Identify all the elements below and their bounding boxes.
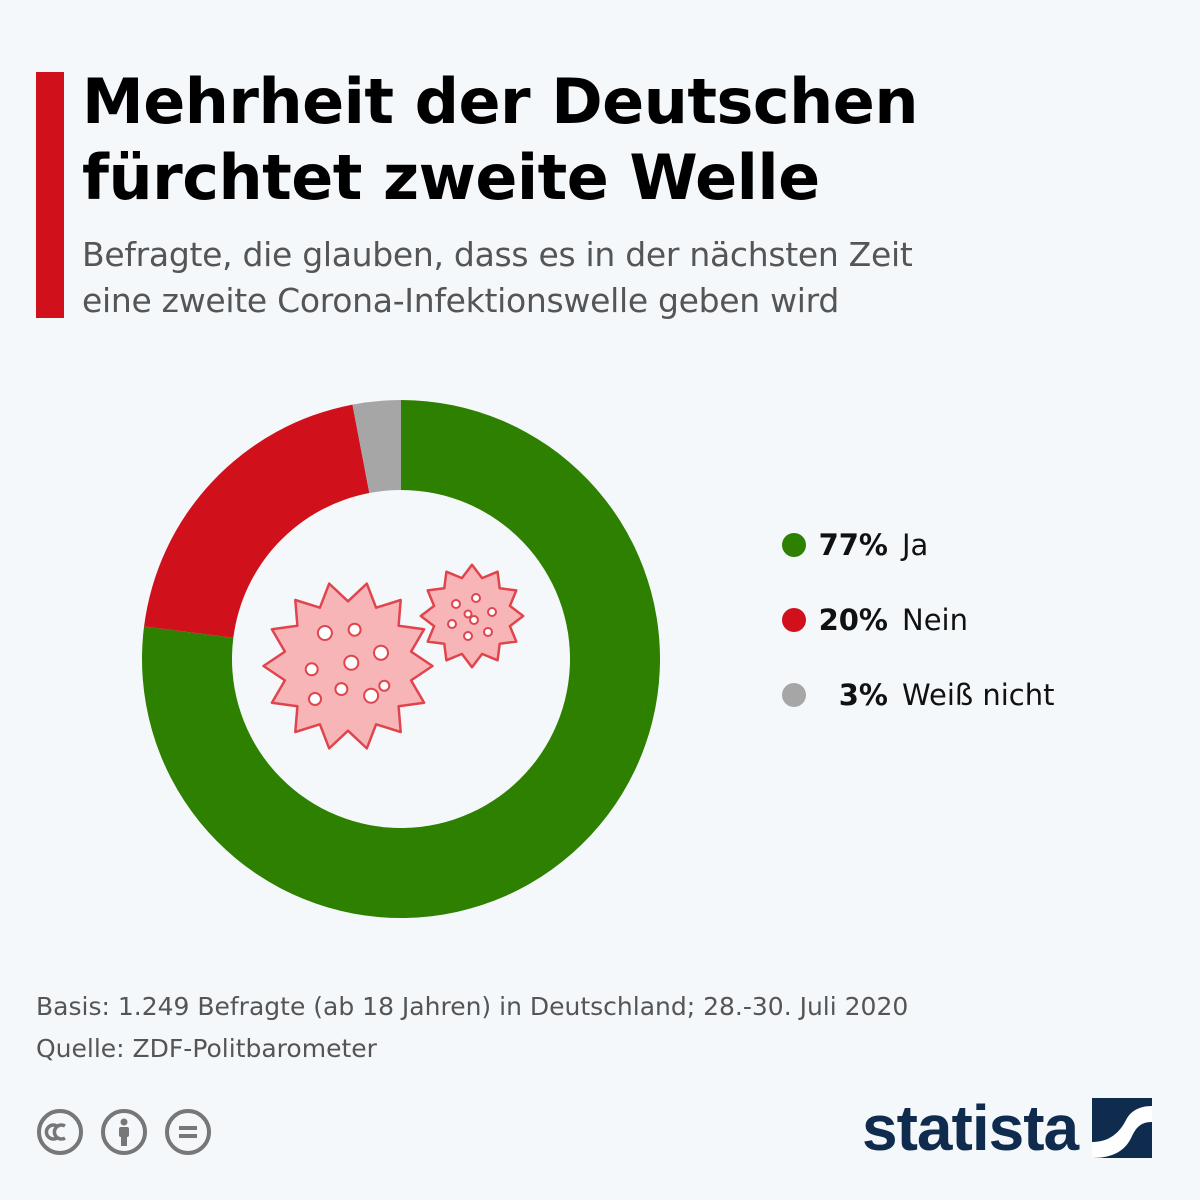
cc-icon[interactable] [36, 1108, 84, 1156]
subtitle-line-2: eine zweite Corona-Infektionswelle geben… [82, 281, 840, 320]
chart-subtitle: Befragte, die glauben, dass es in der nä… [82, 232, 913, 324]
donut-chart [142, 400, 661, 918]
virus-icon [262, 563, 525, 750]
legend-value-ja: 77% [818, 528, 888, 562]
legend-value-weiss-nicht: 3% [838, 678, 888, 712]
virus-large-icon [262, 582, 434, 750]
accent-bar [36, 72, 64, 318]
legend-item-ja: 77% Ja [782, 520, 1055, 570]
donut-slice-nein [144, 404, 370, 638]
chart-title: Mehrheit der Deutschen fürchtet zweite W… [82, 64, 919, 216]
donut-slice-ja [142, 400, 661, 918]
footer-notes: Basis: 1.249 Befragte (ab 18 Jahren) in … [36, 986, 908, 1070]
subtitle-line-1: Befragte, die glauben, dass es in der nä… [82, 235, 913, 274]
no-derivatives-icon[interactable] [164, 1108, 212, 1156]
legend-dot-ja [782, 533, 806, 557]
title-line-2: fürchtet zweite Welle [82, 141, 820, 214]
statista-logo-icon [1092, 1098, 1153, 1158]
virus-small-icon [419, 563, 525, 669]
brand-wordmark: statista [862, 1092, 1079, 1164]
legend-label-ja: Ja [902, 528, 929, 562]
donut-slice-weiss-nicht [352, 400, 401, 493]
attribution-icon[interactable] [100, 1108, 148, 1156]
source-note: Quelle: ZDF-Politbarometer [36, 1034, 377, 1063]
statista-logo[interactable]: statista [862, 1092, 1153, 1164]
legend-item-nein: 20% Nein [782, 595, 1055, 645]
legend-label-weiss-nicht: Weiß nicht [902, 678, 1055, 712]
legend-item-weiss-nicht: 3% Weiß nicht [782, 670, 1055, 720]
title-line-1: Mehrheit der Deutschen [82, 65, 919, 138]
legend-dot-weiss-nicht [782, 683, 806, 707]
legend: 77% Ja 20% Nein 3% Weiß nicht [782, 520, 1055, 745]
legend-value-nein: 20% [818, 603, 888, 637]
legend-dot-nein [782, 608, 806, 632]
license-icons [36, 1108, 228, 1156]
legend-label-nein: Nein [902, 603, 968, 637]
basis-note: Basis: 1.249 Befragte (ab 18 Jahren) in … [36, 992, 909, 1021]
donut-slices [142, 400, 661, 918]
